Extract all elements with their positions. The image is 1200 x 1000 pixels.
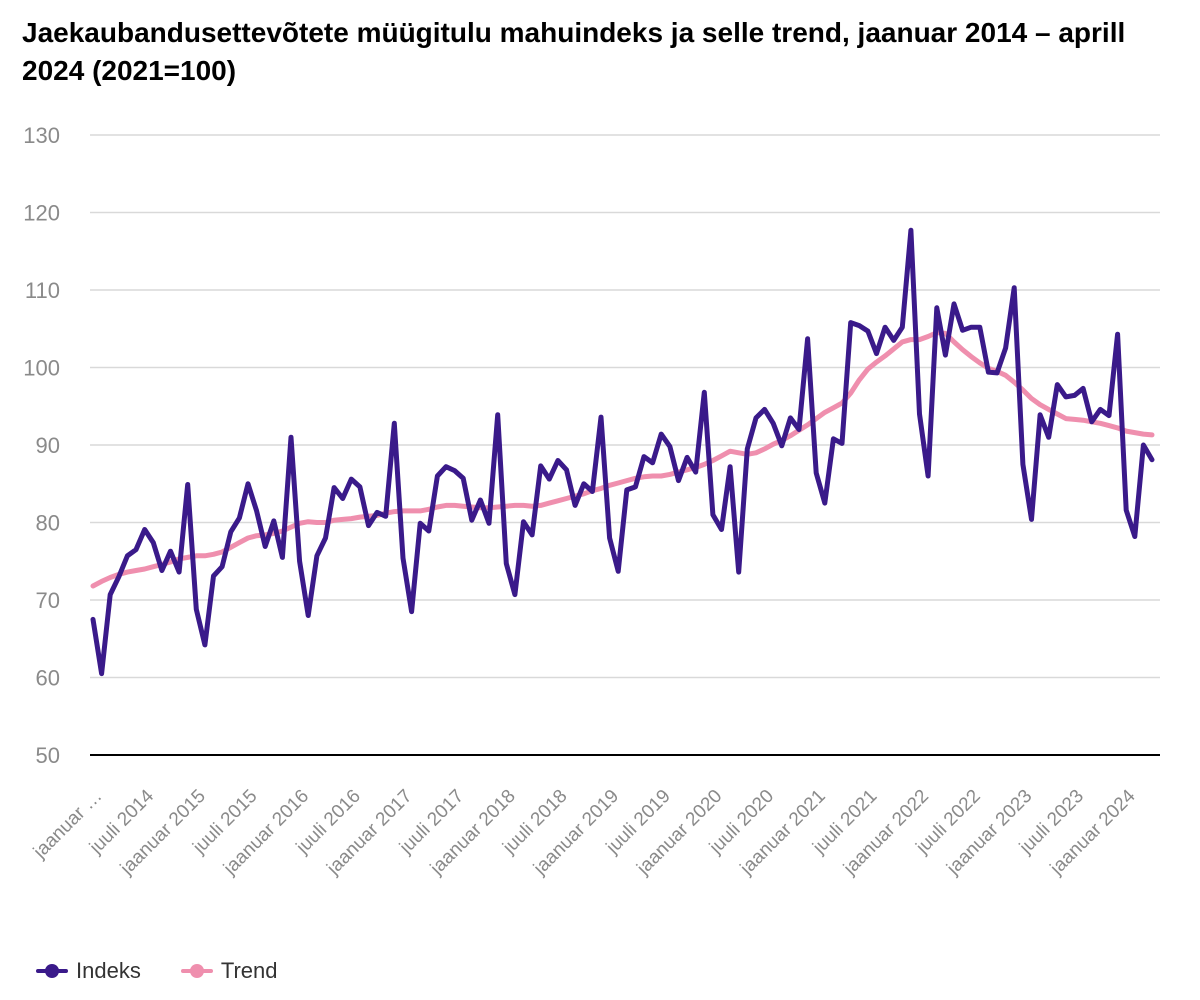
y-tick-label: 60 (36, 666, 60, 691)
legend-label-trend: Trend (220, 958, 278, 983)
legend-swatch-indeks (36, 964, 68, 978)
legend-label-indeks: Indeks (76, 958, 141, 983)
y-tick-label: 80 (36, 511, 60, 536)
legend: Indeks Trend (36, 958, 277, 984)
series-line-indeks (90, 227, 1155, 677)
y-tick-label: 50 (36, 743, 60, 768)
chart-title: Jaekaubandusettevõtete müügitulu mahuind… (22, 17, 1126, 86)
legend-item-indeks[interactable]: Indeks (36, 958, 141, 984)
y-tick-label: 120 (23, 201, 60, 226)
legend-item-trend[interactable]: Trend (180, 958, 278, 984)
y-tick-label: 110 (25, 278, 60, 303)
legend-swatch-trend (180, 964, 213, 978)
series-lines (90, 227, 1155, 677)
y-tick-label: 130 (23, 123, 60, 148)
y-tick-label: 90 (36, 433, 60, 458)
gridlines (90, 134, 1160, 679)
y-tick-label: 100 (23, 356, 60, 381)
y-axis-tick-labels: 50 60 70 80 90 100 110 120 130 (23, 123, 60, 768)
y-tick-label: 70 (36, 588, 60, 613)
